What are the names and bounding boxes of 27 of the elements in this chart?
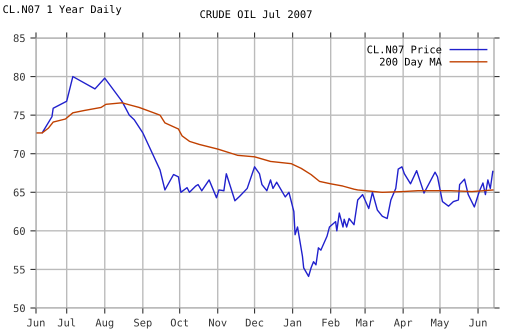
x-tick-label: Jun — [469, 318, 487, 327]
y-tick-label: 80 — [14, 72, 25, 81]
y-tick-label: 50 — [14, 304, 25, 312]
y-tick-label: 60 — [14, 227, 25, 235]
line-series — [36, 102, 494, 193]
x-tick-label: Feb — [322, 318, 340, 327]
chart-title: CRUDE OIL Jul 2007 — [200, 10, 312, 18]
x-tick-label: Jan — [284, 318, 302, 327]
line-series — [41, 76, 494, 278]
x-tick-label: Oct — [170, 318, 188, 327]
y-tick-label: 55 — [14, 266, 25, 274]
x-tick-label: Apr — [394, 318, 412, 329]
x-tick-label: May — [431, 318, 449, 329]
x-tick-label: Sep — [134, 318, 152, 329]
x-tick-label: Mar — [356, 318, 374, 327]
legend-label: 200 Day MA — [380, 58, 442, 68]
legend-label: CL.N07 Price — [367, 45, 442, 54]
y-tick-label: 85 — [14, 34, 25, 42]
y-tick-label: 75 — [14, 112, 25, 120]
chart-subtitle: CL.N07 1 Year Daily — [3, 5, 122, 16]
x-tick-label: Jun — [27, 318, 44, 327]
x-tick-label: Jul — [58, 318, 76, 327]
y-tick-label: 70 — [14, 150, 25, 158]
x-tick-label: Dec — [246, 318, 264, 327]
y-tick-label: 65 — [14, 188, 25, 196]
x-tick-label: Nov — [209, 318, 227, 327]
x-tick-label: Aug — [96, 318, 114, 329]
